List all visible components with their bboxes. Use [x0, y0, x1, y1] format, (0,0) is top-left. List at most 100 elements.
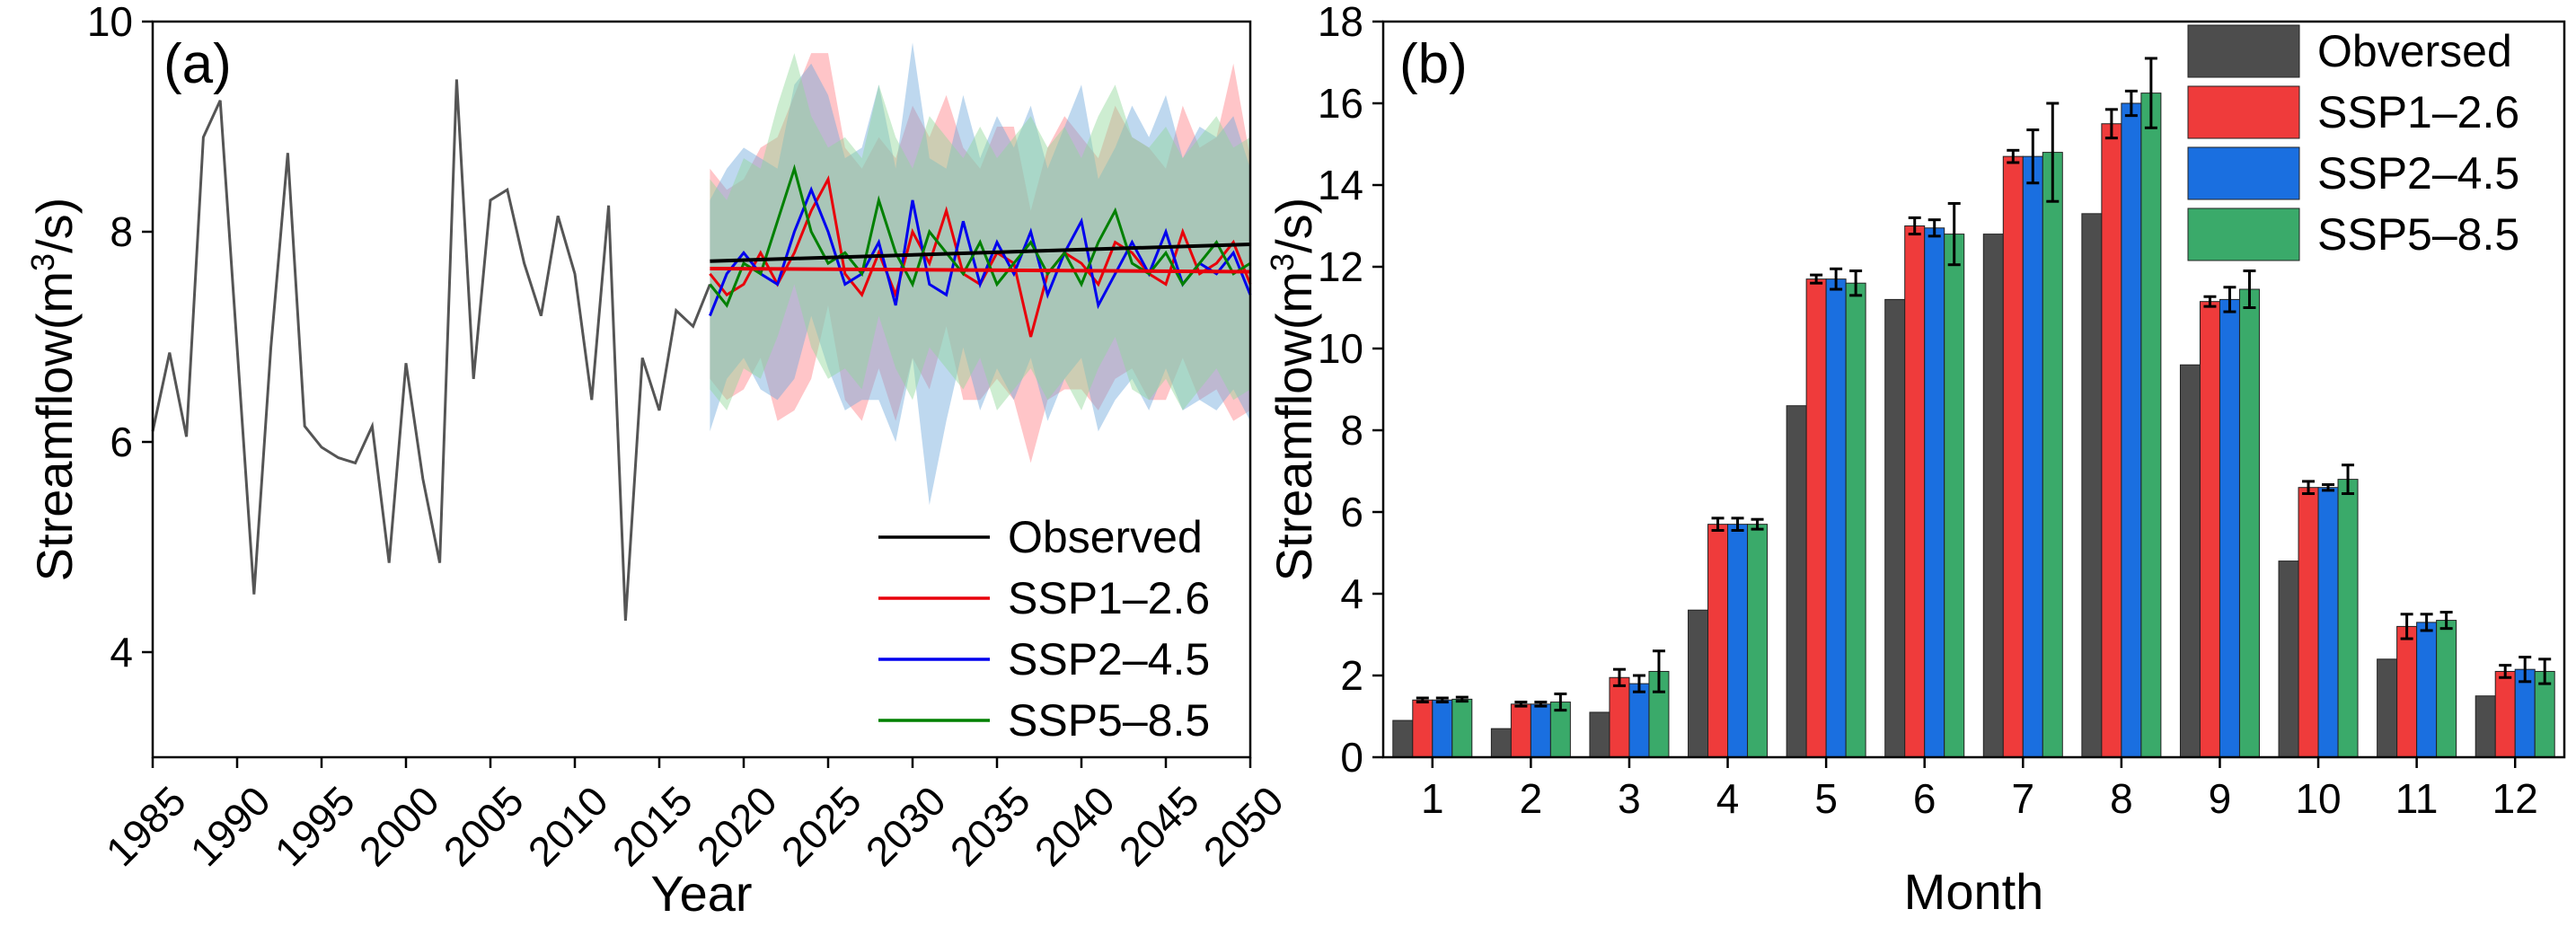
bar-2-month-12	[2494, 670, 2516, 758]
legend-label-2: SSP1–2.6	[2317, 87, 2519, 137]
legend-swatch-2	[2187, 85, 2300, 139]
y-tick-label: 12	[1318, 243, 1363, 290]
bar-2-month-10	[2298, 487, 2319, 758]
x-tick-label: 3	[1618, 775, 1641, 822]
x-tick-label: 2035	[941, 777, 1039, 875]
bar-4-month-5	[1845, 282, 1866, 758]
x-tick-label: 2025	[772, 777, 870, 875]
bar-4-month-4	[1747, 524, 1769, 758]
bar-2-month-7	[2002, 155, 2024, 758]
uncertainty-band-3	[710, 53, 1250, 411]
legend-label-4: SSP5–8.5	[2317, 209, 2519, 260]
bar-1-month-3	[1589, 711, 1610, 758]
bar-2-month-3	[1609, 676, 1630, 758]
bar-2-month-4	[1707, 524, 1729, 758]
x-tick-label: 1	[1421, 775, 1444, 822]
legend-swatch-4	[2187, 207, 2300, 261]
bar-1-month-8	[2081, 213, 2103, 758]
legend-label-1: Obversed	[2317, 26, 2512, 76]
bar-4-month-9	[2238, 288, 2260, 758]
x-tick-label: 2015	[604, 777, 701, 875]
x-tick-label: 2000	[350, 777, 448, 875]
legend-label-1: Observed	[1008, 512, 1203, 562]
bar-3-month-4	[1727, 524, 1749, 758]
y-axis-label: Streamflow(m3/s)	[1264, 198, 1323, 582]
y-tick-label: 6	[1340, 489, 1363, 535]
panel-a-streamflow-timeseries: 1985199019952000200520102015202020252030…	[24, 0, 1292, 922]
bar-2-month-6	[1904, 225, 1926, 758]
bar-3-month-3	[1628, 683, 1650, 758]
legend-swatch-1	[2187, 24, 2300, 78]
x-axis-label: Year	[650, 865, 752, 922]
legend-label-2: SSP1–2.6	[1008, 573, 1210, 623]
x-tick-label: 2030	[857, 777, 955, 875]
bar-1-month-7	[1982, 234, 2004, 758]
bar-4-month-7	[2042, 152, 2063, 758]
x-tick-label: 2005	[435, 777, 533, 875]
x-tick-label: 2010	[519, 777, 617, 875]
x-tick-label: 5	[1814, 775, 1838, 822]
bar-1-month-1	[1392, 720, 1414, 758]
bar-3-month-2	[1530, 703, 1551, 758]
bar-4-month-6	[1944, 234, 1965, 758]
series-lines	[151, 79, 1252, 621]
bar-3-month-11	[2416, 622, 2438, 758]
panel-label: (b)	[1399, 33, 1468, 95]
bar-2-month-11	[2396, 625, 2418, 758]
bar-3-month-5	[1825, 278, 1847, 758]
bar-3-month-7	[2022, 155, 2043, 758]
uncertainty-band-1	[710, 53, 1250, 464]
legend-label-4: SSP5–8.5	[1008, 695, 1210, 746]
bar-1-month-5	[1786, 405, 1807, 758]
legend-label-3: SSP2–4.5	[2317, 148, 2519, 199]
bar-2-month-5	[1805, 278, 1827, 758]
bar-4-month-8	[2140, 93, 2162, 758]
bar-3-month-1	[1432, 699, 1453, 758]
uncertainty-band-2	[710, 42, 1250, 506]
plot-frame	[151, 20, 1252, 759]
y-axis-label: Streamflow(m3/s)	[24, 198, 84, 582]
legend-label-3: SSP2–4.5	[1008, 634, 1210, 684]
y-tick-label: 18	[1318, 0, 1363, 45]
x-tick-label: 1995	[266, 777, 364, 875]
bar-1-month-6	[1884, 298, 1906, 758]
x-tick-label: 2045	[1110, 777, 1208, 875]
bar-3-month-9	[2219, 298, 2240, 758]
x-tick-label: 7	[2011, 775, 2034, 822]
bar-2-month-9	[2199, 301, 2220, 758]
uncertainty-bands	[710, 42, 1250, 506]
plot-frame	[1381, 20, 2566, 759]
y-tick-label: 0	[1340, 734, 1363, 781]
y-tick-label: 6	[110, 419, 133, 465]
x-tick-label: 4	[1716, 775, 1740, 822]
ssp126-trend-line	[710, 266, 1251, 274]
x-tick-label: 2020	[688, 777, 786, 875]
x-tick-label: 2	[1520, 775, 1543, 822]
legend: Obversed SSP1–2.6 SSP2–4.5 SSP5–8.5	[2187, 24, 2519, 261]
bar-4-month-10	[2337, 479, 2359, 758]
bar-4-month-11	[2436, 620, 2457, 758]
bar-1-month-12	[2475, 695, 2496, 758]
bar-3-month-10	[2317, 487, 2339, 758]
series-line-3	[709, 163, 1251, 308]
legend: Observed SSP1–2.6 SSP2–4.5 SSP5–8.5	[878, 512, 1210, 746]
bar-1-month-4	[1688, 609, 1709, 758]
y-tick-label: 10	[1318, 325, 1363, 372]
bar-1-month-2	[1490, 728, 1512, 758]
panel-label: (a)	[163, 33, 232, 95]
y-tick-label: 16	[1318, 80, 1363, 127]
x-axis-label: Month	[1904, 863, 2044, 920]
y-tick-label: 4	[1340, 570, 1363, 617]
bar-1-month-11	[2377, 658, 2398, 758]
bar-3-month-8	[2121, 102, 2142, 758]
x-tick-label: 11	[2395, 775, 2439, 822]
x-tick-label: 1990	[181, 777, 279, 875]
x-tick-label: 1985	[97, 777, 195, 875]
bar-2-month-2	[1510, 703, 1531, 758]
x-tick-label: 6	[1913, 775, 1936, 822]
x-tick-label: 2050	[1195, 777, 1292, 875]
y-tick-label: 14	[1318, 162, 1363, 208]
bar-2-month-1	[1412, 699, 1434, 758]
